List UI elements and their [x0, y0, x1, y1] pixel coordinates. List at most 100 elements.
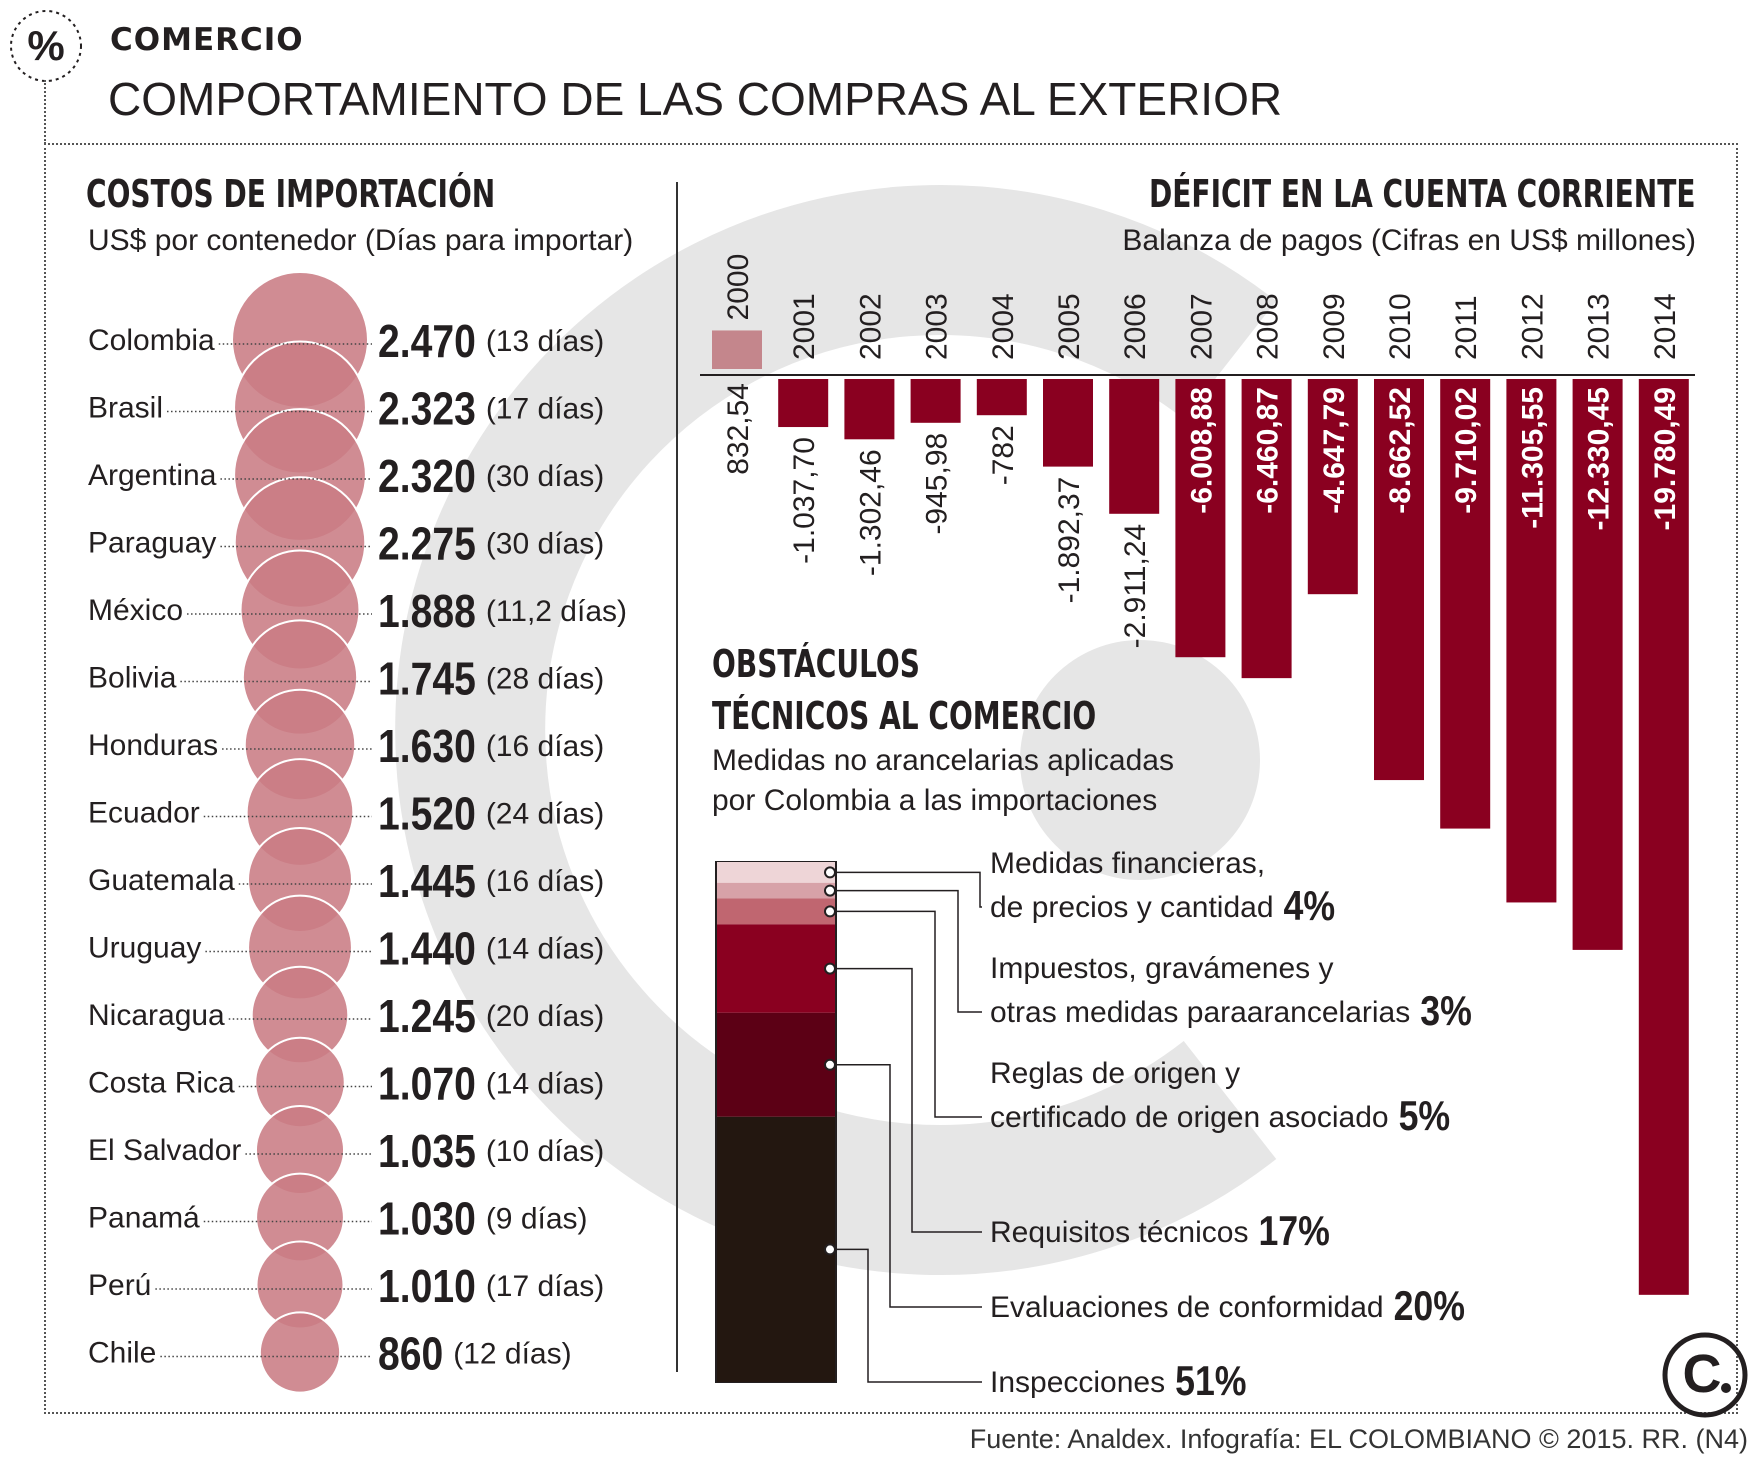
- deficit-bar-2005: [1043, 379, 1093, 467]
- year-label: 2003: [921, 293, 954, 360]
- segment-percent: 4%: [1284, 883, 1336, 929]
- deficit-value-label: -6.460,87: [1252, 387, 1285, 514]
- country-label: Argentina: [88, 459, 217, 492]
- country-label: Ecuador: [88, 797, 200, 830]
- year-label: 2002: [854, 293, 887, 360]
- days-label: (30 días): [486, 528, 604, 561]
- segment-label: Inspecciones: [990, 1366, 1165, 1399]
- segment-marker: [824, 1243, 836, 1256]
- deficit-value-label: -1.302,46: [854, 449, 887, 576]
- segment-label: certificado de origen asociado: [990, 1101, 1389, 1134]
- year-label: 2007: [1185, 293, 1218, 360]
- segment-marker: [824, 1058, 836, 1071]
- deficit-bar-2001: [778, 379, 829, 428]
- deficit-value-label: -11.305,55: [1516, 387, 1549, 529]
- main-title: COMPORTAMIENTO DE LAS COMPRAS AL EXTERIO…: [108, 73, 1283, 125]
- country-label: Honduras: [88, 729, 218, 762]
- deficit-value-label: -1.892,37: [1053, 477, 1086, 604]
- cost-value: 1.070: [378, 1059, 476, 1111]
- svg-text:C: C: [1683, 1344, 1722, 1404]
- country-label: Guatemala: [88, 864, 235, 897]
- import-costs-chart: Colombia 2.470 (13 días) Brasil 2.323 (17 día…: [88, 271, 627, 1394]
- country-label: México: [88, 594, 183, 627]
- deficit-chart: 2000 832,54 2001 -1.037,70 2002 -1.302,46 2003…: [700, 254, 1695, 1295]
- days-label: (11,2 días): [486, 595, 627, 628]
- year-label: 2006: [1119, 293, 1152, 360]
- cost-value: 1.440: [378, 924, 476, 976]
- year-label: 2010: [1384, 293, 1417, 360]
- year-label: 2000: [722, 254, 755, 321]
- segment-percent: 5%: [1399, 1093, 1451, 1139]
- segment-label-line1: Reglas de origen y: [990, 1057, 1240, 1090]
- segment-marker: [824, 905, 836, 918]
- deficit-value-label: -8.662,52: [1384, 387, 1417, 514]
- segment-label-line1: Impuestos, gravámenes y: [990, 952, 1334, 985]
- stack-segment-2: [717, 898, 835, 925]
- deficit-bar-2012: [1506, 379, 1557, 903]
- segment-marker: [824, 866, 836, 879]
- segment-label: Requisitos técnicos: [990, 1216, 1248, 1249]
- deficit-value-label: -9.710,02: [1450, 387, 1483, 514]
- days-label: (20 días): [486, 1000, 604, 1033]
- country-label: Uruguay: [88, 932, 201, 965]
- days-label: (16 días): [486, 730, 604, 763]
- days-label: (16 días): [486, 865, 604, 898]
- stack-segment-4: [717, 1012, 835, 1117]
- cost-value: 860: [378, 1329, 443, 1381]
- deficit-bar-2003: [910, 379, 961, 423]
- deficit-bar-2002: [844, 379, 895, 440]
- cost-value: 2.323: [378, 384, 476, 436]
- segment-marker: [824, 962, 836, 975]
- deficit-value-label: -12.330,45: [1583, 387, 1616, 530]
- country-label: Nicaragua: [88, 999, 225, 1032]
- deficit-bar-2014: [1638, 379, 1689, 1295]
- percent-icon: %: [10, 10, 82, 82]
- days-label: (17 días): [486, 1270, 604, 1303]
- deficit-value-label: 832,54: [722, 383, 755, 475]
- year-label: 2012: [1516, 293, 1549, 360]
- days-label: (9 días): [486, 1203, 588, 1236]
- country-label: Colombia: [88, 324, 215, 357]
- stack-segment-5: [717, 1116, 835, 1382]
- cost-value: 1.745: [378, 654, 476, 706]
- obstacles-chart: Medidas financieras, de precios y cantida…: [715, 847, 1472, 1400]
- days-label: (14 días): [486, 933, 604, 966]
- year-label: 2011: [1450, 295, 1483, 360]
- section-label: COMERCIO: [110, 22, 304, 58]
- days-label: (13 días): [486, 325, 604, 358]
- obstacles-subtitle-line1: Medidas no arancelarias aplicadas: [712, 744, 1174, 777]
- content-frame: [44, 143, 1738, 1414]
- segment-label-line1: Medidas financieras,: [990, 847, 1265, 880]
- deficit-bar-2009: [1307, 379, 1358, 595]
- cost-value: 1.035: [378, 1126, 476, 1178]
- days-label: (24 días): [486, 798, 604, 831]
- country-label: Brasil: [88, 392, 163, 425]
- obstacles-title-line1: OBSTÁCULOS: [712, 642, 920, 686]
- segment-percent: 20%: [1394, 1283, 1465, 1329]
- svg-text:%: %: [27, 22, 64, 69]
- cost-value: 1.445: [378, 856, 476, 908]
- segment-connector: [835, 871, 982, 908]
- cost-value: 2.320: [378, 451, 476, 503]
- country-label: Bolivia: [88, 662, 177, 695]
- deficit-value-label: -945,98: [921, 433, 954, 535]
- deficit-bar-2011: [1440, 379, 1491, 829]
- segment-connector: [835, 1248, 982, 1383]
- stack-segment-1: [717, 882, 835, 899]
- days-label: (12 días): [453, 1338, 571, 1371]
- cost-value: 1.245: [378, 991, 476, 1043]
- segment-marker: [824, 884, 836, 897]
- source-note: Fuente: Analdex. Infografía: EL COLOMBIA…: [969, 1424, 1748, 1454]
- segment-percent: 17%: [1258, 1208, 1329, 1254]
- deficit-bar-2010: [1374, 379, 1424, 781]
- deficit-bar-2013: [1572, 379, 1623, 950]
- segment-connector: [835, 1064, 982, 1308]
- deficit-value-label: -6.008,88: [1185, 387, 1218, 514]
- deficit-bar-2008: [1241, 379, 1292, 679]
- segment-connector: [835, 889, 982, 1013]
- year-label: 2001: [788, 293, 821, 360]
- deficit-value-label: -1.037,70: [788, 437, 821, 564]
- segment-connector: [835, 910, 982, 1118]
- year-label: 2014: [1649, 293, 1682, 360]
- cost-value: 1.630: [378, 721, 476, 773]
